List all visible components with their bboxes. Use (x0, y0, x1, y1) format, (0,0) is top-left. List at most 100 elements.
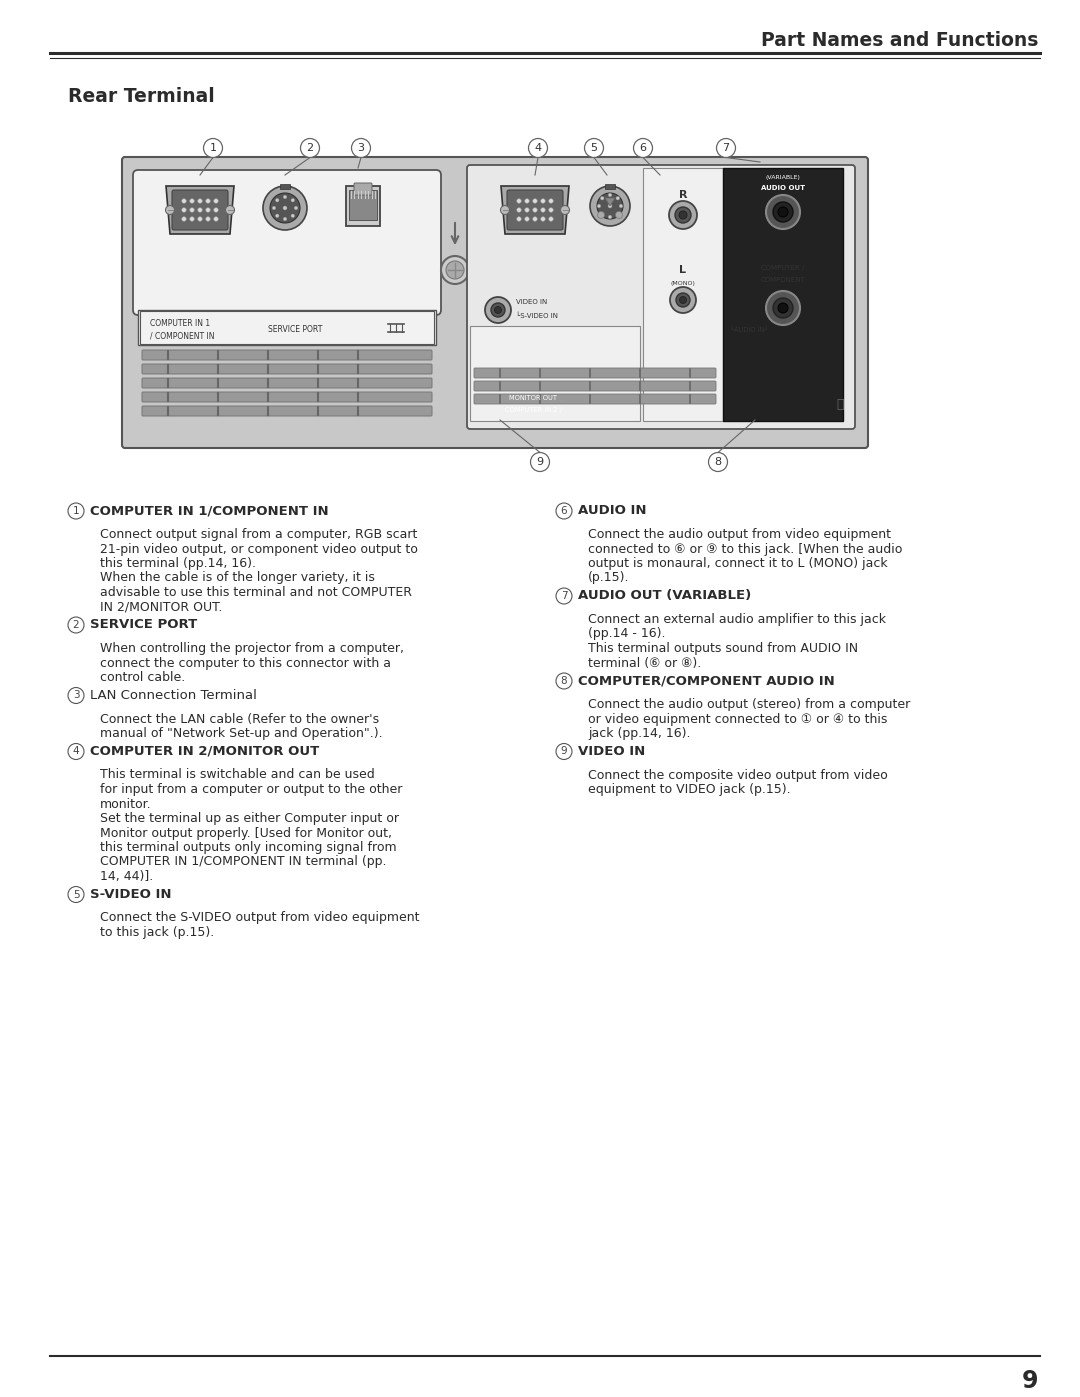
Text: (p.15).: (p.15). (588, 571, 630, 584)
Circle shape (556, 743, 572, 760)
Text: output is monaural, connect it to L (MONO) jack: output is monaural, connect it to L (MON… (588, 557, 888, 570)
Text: Connect output signal from a computer, RGB scart: Connect output signal from a computer, R… (100, 528, 417, 541)
FancyBboxPatch shape (141, 351, 432, 360)
Circle shape (198, 217, 202, 221)
Text: 7: 7 (723, 142, 730, 154)
Text: advisable to use this terminal and not COMPUTER: advisable to use this terminal and not C… (100, 585, 411, 599)
Circle shape (549, 208, 553, 212)
Text: Part Names and Functions: Part Names and Functions (760, 31, 1038, 49)
Text: Rear Terminal: Rear Terminal (68, 87, 215, 106)
FancyBboxPatch shape (141, 393, 432, 402)
Circle shape (556, 673, 572, 689)
FancyBboxPatch shape (507, 190, 563, 231)
Text: 2: 2 (72, 620, 79, 630)
Text: 14, 44)].: 14, 44)]. (100, 870, 153, 883)
Circle shape (708, 453, 728, 472)
Circle shape (264, 186, 307, 231)
Circle shape (532, 198, 537, 203)
Text: 5: 5 (72, 890, 79, 900)
Text: 9: 9 (561, 746, 567, 757)
Text: S-VIDEO IN: S-VIDEO IN (90, 888, 172, 901)
Circle shape (495, 306, 501, 313)
Text: 4: 4 (72, 746, 79, 757)
Circle shape (590, 186, 630, 226)
Circle shape (541, 208, 545, 212)
FancyBboxPatch shape (474, 381, 716, 391)
Text: SERVICE PORT: SERVICE PORT (268, 324, 322, 334)
Text: jack (pp.14, 16).: jack (pp.14, 16). (588, 726, 690, 740)
Text: When controlling the projector from a computer,: When controlling the projector from a co… (100, 643, 404, 655)
Text: (MONO): (MONO) (671, 281, 696, 285)
Circle shape (541, 217, 545, 221)
FancyBboxPatch shape (133, 170, 441, 314)
Circle shape (68, 887, 84, 902)
Circle shape (541, 198, 545, 203)
Circle shape (291, 214, 295, 218)
Circle shape (190, 198, 194, 203)
Circle shape (291, 198, 295, 203)
Circle shape (556, 503, 572, 520)
Text: 6: 6 (561, 506, 567, 515)
Circle shape (206, 198, 211, 203)
Text: Monitor output properly. [Used for Monitor out,: Monitor output properly. [Used for Monit… (100, 827, 392, 840)
Text: 3: 3 (357, 142, 365, 154)
Circle shape (669, 201, 697, 229)
Circle shape (608, 204, 612, 208)
Text: SERVICE PORT: SERVICE PORT (90, 619, 198, 631)
Text: └S-VIDEO IN: └S-VIDEO IN (516, 313, 558, 320)
Circle shape (532, 208, 537, 212)
Circle shape (525, 208, 529, 212)
Text: COMPUTER IN 1: COMPUTER IN 1 (150, 320, 211, 328)
Circle shape (283, 205, 287, 210)
Circle shape (283, 217, 287, 221)
Circle shape (181, 217, 186, 221)
Bar (346, 186, 380, 226)
Circle shape (500, 205, 510, 215)
Circle shape (716, 138, 735, 158)
Circle shape (528, 138, 548, 158)
FancyBboxPatch shape (474, 367, 716, 379)
Circle shape (679, 296, 687, 303)
Circle shape (198, 198, 202, 203)
FancyBboxPatch shape (122, 156, 868, 448)
Bar (475, 358, 590, 386)
Circle shape (634, 138, 652, 158)
Text: to this jack (p.15).: to this jack (p.15). (100, 926, 214, 939)
Circle shape (675, 207, 691, 224)
Circle shape (294, 207, 298, 210)
Text: 6: 6 (639, 142, 647, 154)
Bar (349, 190, 377, 219)
Text: Connect the audio output (stereo) from a computer: Connect the audio output (stereo) from a… (588, 698, 910, 711)
Circle shape (226, 205, 234, 215)
Circle shape (766, 291, 800, 326)
Text: equipment to VIDEO jack (p.15).: equipment to VIDEO jack (p.15). (588, 782, 791, 796)
Text: LAN Connection Terminal: LAN Connection Terminal (90, 689, 257, 703)
Text: IN 2/MONITOR OUT.: IN 2/MONITOR OUT. (100, 601, 222, 613)
Text: 1: 1 (210, 142, 216, 154)
Circle shape (679, 211, 687, 219)
Bar (723, 168, 843, 420)
Text: Connect the S-VIDEO output from video equipment: Connect the S-VIDEO output from video eq… (100, 911, 419, 925)
Text: / COMPONENT IN: / COMPONENT IN (150, 331, 215, 341)
FancyBboxPatch shape (467, 165, 855, 429)
Circle shape (165, 205, 175, 215)
Text: └AUDIO IN┘: └AUDIO IN┘ (730, 327, 768, 334)
Circle shape (491, 303, 505, 317)
Circle shape (68, 503, 84, 520)
Circle shape (181, 198, 186, 203)
Text: L: L (679, 265, 687, 275)
Text: COMPUTER IN 1/COMPONENT IN: COMPUTER IN 1/COMPONENT IN (90, 504, 328, 517)
Text: MONITOR OUT: MONITOR OUT (509, 395, 557, 401)
Text: control cable.: control cable. (100, 671, 186, 685)
Polygon shape (166, 186, 234, 235)
FancyBboxPatch shape (141, 407, 432, 416)
FancyBboxPatch shape (141, 365, 432, 374)
Circle shape (556, 588, 572, 604)
Text: COMPUTER /: COMPUTER / (761, 265, 805, 271)
Polygon shape (605, 198, 615, 205)
Bar (138, 310, 436, 345)
Text: COMPONENT: COMPONENT (760, 277, 806, 284)
Circle shape (616, 211, 622, 218)
Circle shape (532, 217, 537, 221)
FancyBboxPatch shape (354, 183, 372, 196)
